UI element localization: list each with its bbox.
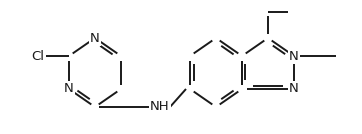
Text: NH: NH (150, 100, 170, 113)
Text: N: N (289, 83, 299, 96)
Text: Cl: Cl (31, 49, 45, 62)
Text: N: N (64, 83, 74, 96)
Text: N: N (90, 31, 100, 44)
Text: N: N (289, 49, 299, 62)
